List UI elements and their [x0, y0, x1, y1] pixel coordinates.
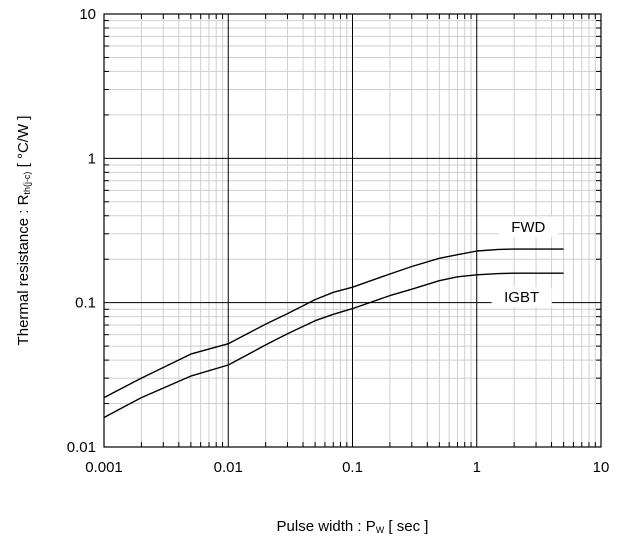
x-tick-label: 0.1 — [342, 459, 363, 476]
x-axis-label-unit: [ sec ] — [384, 518, 428, 535]
y-tick-label: 1 — [88, 150, 96, 167]
series-lines — [103, 248, 564, 419]
y-axis-label: Thermal resistance : Rth(j-c) [ °C/W ] — [15, 116, 32, 346]
x-axis-label-main: Pulse width : P — [277, 518, 376, 535]
x-tick-label: 0.01 — [214, 459, 243, 476]
y-tick-label: 0.01 — [67, 439, 96, 456]
x-axis-label-sub: W — [376, 525, 385, 535]
series-label-bg — [491, 287, 552, 308]
x-tick-label: 0.001 — [85, 459, 123, 476]
series-label-bg — [498, 216, 559, 237]
y-tick-label: 0.1 — [75, 295, 96, 312]
x-tick-labels: 0.001 0.01 0.1 1 10 — [85, 459, 609, 476]
y-tick-label: 10 — [79, 6, 96, 23]
y-axis-label-sub: th(j-c) — [22, 172, 32, 195]
series-line-fwd — [103, 248, 564, 399]
series-labels: FWD IGBT — [491, 216, 559, 308]
series-line-igbt — [103, 272, 564, 419]
series-label-fwd: FWD — [511, 219, 545, 236]
series-label-igbt: IGBT — [504, 289, 539, 306]
minor-ticks — [104, 14, 601, 447]
y-tick-labels: 0.01 0.1 1 10 — [67, 6, 96, 456]
y-axis-label-main: Thermal resistance : R — [15, 194, 32, 345]
y-axis-label-unit: [ °C/W ] — [15, 116, 32, 172]
x-tick-label: 10 — [593, 459, 610, 476]
x-axis-label: Pulse width : PW [ sec ] — [277, 518, 429, 535]
plot-frame — [103, 13, 602, 448]
x-tick-label: 1 — [473, 459, 481, 476]
